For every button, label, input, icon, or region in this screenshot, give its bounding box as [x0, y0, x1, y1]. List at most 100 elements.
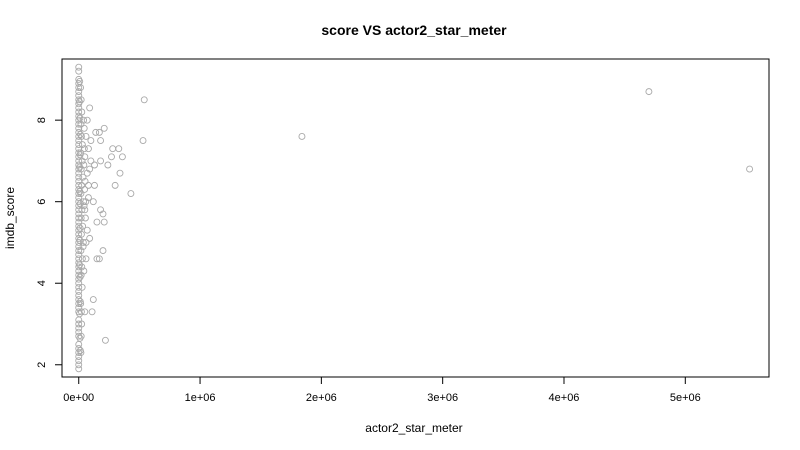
data-point — [76, 130, 84, 138]
data-point — [76, 298, 84, 306]
data-point — [79, 173, 87, 181]
data-point — [81, 186, 89, 193]
data-point — [76, 98, 83, 106]
data-point — [87, 137, 95, 144]
data-point — [76, 188, 84, 195]
y-axis-label: imdb_score — [3, 187, 17, 249]
data-point — [75, 300, 83, 308]
data-point — [76, 236, 84, 244]
data-point — [86, 104, 94, 112]
data-point — [76, 261, 84, 269]
data-point — [80, 124, 88, 132]
data-point — [76, 310, 84, 318]
data-point — [80, 198, 88, 206]
data-point — [75, 133, 83, 140]
data-point — [75, 349, 83, 356]
data-point — [80, 161, 88, 169]
data-point — [78, 283, 86, 291]
data-point — [76, 334, 84, 342]
data-point — [83, 116, 91, 124]
data-point — [75, 149, 83, 157]
x-tick-label: 3e+06 — [427, 392, 458, 404]
data-point — [140, 96, 148, 104]
data-point — [99, 247, 107, 255]
data-point — [76, 163, 84, 171]
data-point — [84, 181, 92, 189]
data-point — [80, 202, 88, 210]
data-point — [97, 137, 105, 144]
data-point — [76, 224, 84, 232]
data-point — [78, 320, 86, 328]
data-point — [78, 141, 86, 149]
data-point — [75, 124, 83, 132]
data-point — [81, 153, 89, 161]
data-point — [127, 190, 135, 197]
data-point — [97, 157, 105, 165]
y-tick-label: 8 — [36, 117, 48, 123]
data-point — [75, 88, 83, 96]
data-point — [91, 161, 98, 169]
data-point — [77, 214, 85, 222]
data-point — [75, 292, 83, 299]
data-point — [115, 145, 123, 153]
data-point — [78, 263, 86, 271]
data-point — [75, 357, 83, 365]
data-point — [75, 296, 83, 303]
data-point — [78, 108, 86, 116]
data-point — [75, 247, 83, 255]
data-point — [76, 200, 84, 208]
data-point — [79, 243, 87, 250]
data-point — [92, 128, 100, 136]
data-point — [108, 153, 115, 161]
data-point — [77, 308, 85, 316]
data-point — [75, 353, 83, 361]
data-point — [77, 96, 85, 104]
data-point — [86, 234, 94, 242]
data-point — [75, 141, 83, 149]
data-point — [75, 67, 83, 75]
data-point — [645, 88, 653, 96]
data-point — [75, 287, 83, 295]
data-point — [91, 181, 98, 189]
data-point — [139, 137, 147, 144]
data-point — [76, 347, 84, 354]
data-point — [75, 198, 83, 206]
points-layer — [75, 63, 754, 373]
data-point — [76, 273, 84, 281]
data-point — [298, 133, 306, 140]
x-axis-label: actor2_star_meter — [365, 421, 462, 435]
x-tick-label: 0e+00 — [63, 392, 94, 404]
data-point — [75, 320, 83, 328]
data-point — [89, 198, 97, 206]
data-point — [75, 283, 83, 291]
data-point — [75, 63, 83, 71]
chart-title: score VS actor2_star_meter — [321, 22, 507, 38]
data-point — [79, 239, 87, 246]
data-point — [100, 218, 108, 226]
data-point — [75, 222, 83, 230]
data-point — [75, 345, 83, 352]
plot-frame — [61, 58, 770, 378]
data-point — [84, 145, 92, 153]
x-tick-label: 4e+06 — [549, 392, 580, 404]
data-point — [83, 169, 91, 177]
data-point — [111, 181, 119, 189]
data-point — [80, 267, 88, 275]
x-tick-label: 2e+06 — [306, 392, 337, 404]
data-point — [95, 255, 103, 263]
data-point — [81, 177, 89, 185]
data-point — [80, 145, 88, 153]
data-point — [100, 124, 108, 132]
data-point — [77, 247, 85, 255]
data-point — [83, 226, 91, 234]
data-point — [75, 214, 83, 222]
data-point — [75, 271, 83, 279]
data-point — [76, 114, 84, 122]
x-axis: 0e+00 1e+06 2e+06 3e+06 4e+06 5e+06 — [63, 377, 701, 404]
data-point — [81, 214, 89, 222]
data-point — [93, 218, 101, 226]
data-point — [88, 308, 96, 316]
data-point — [89, 296, 97, 303]
data-point — [82, 255, 90, 263]
